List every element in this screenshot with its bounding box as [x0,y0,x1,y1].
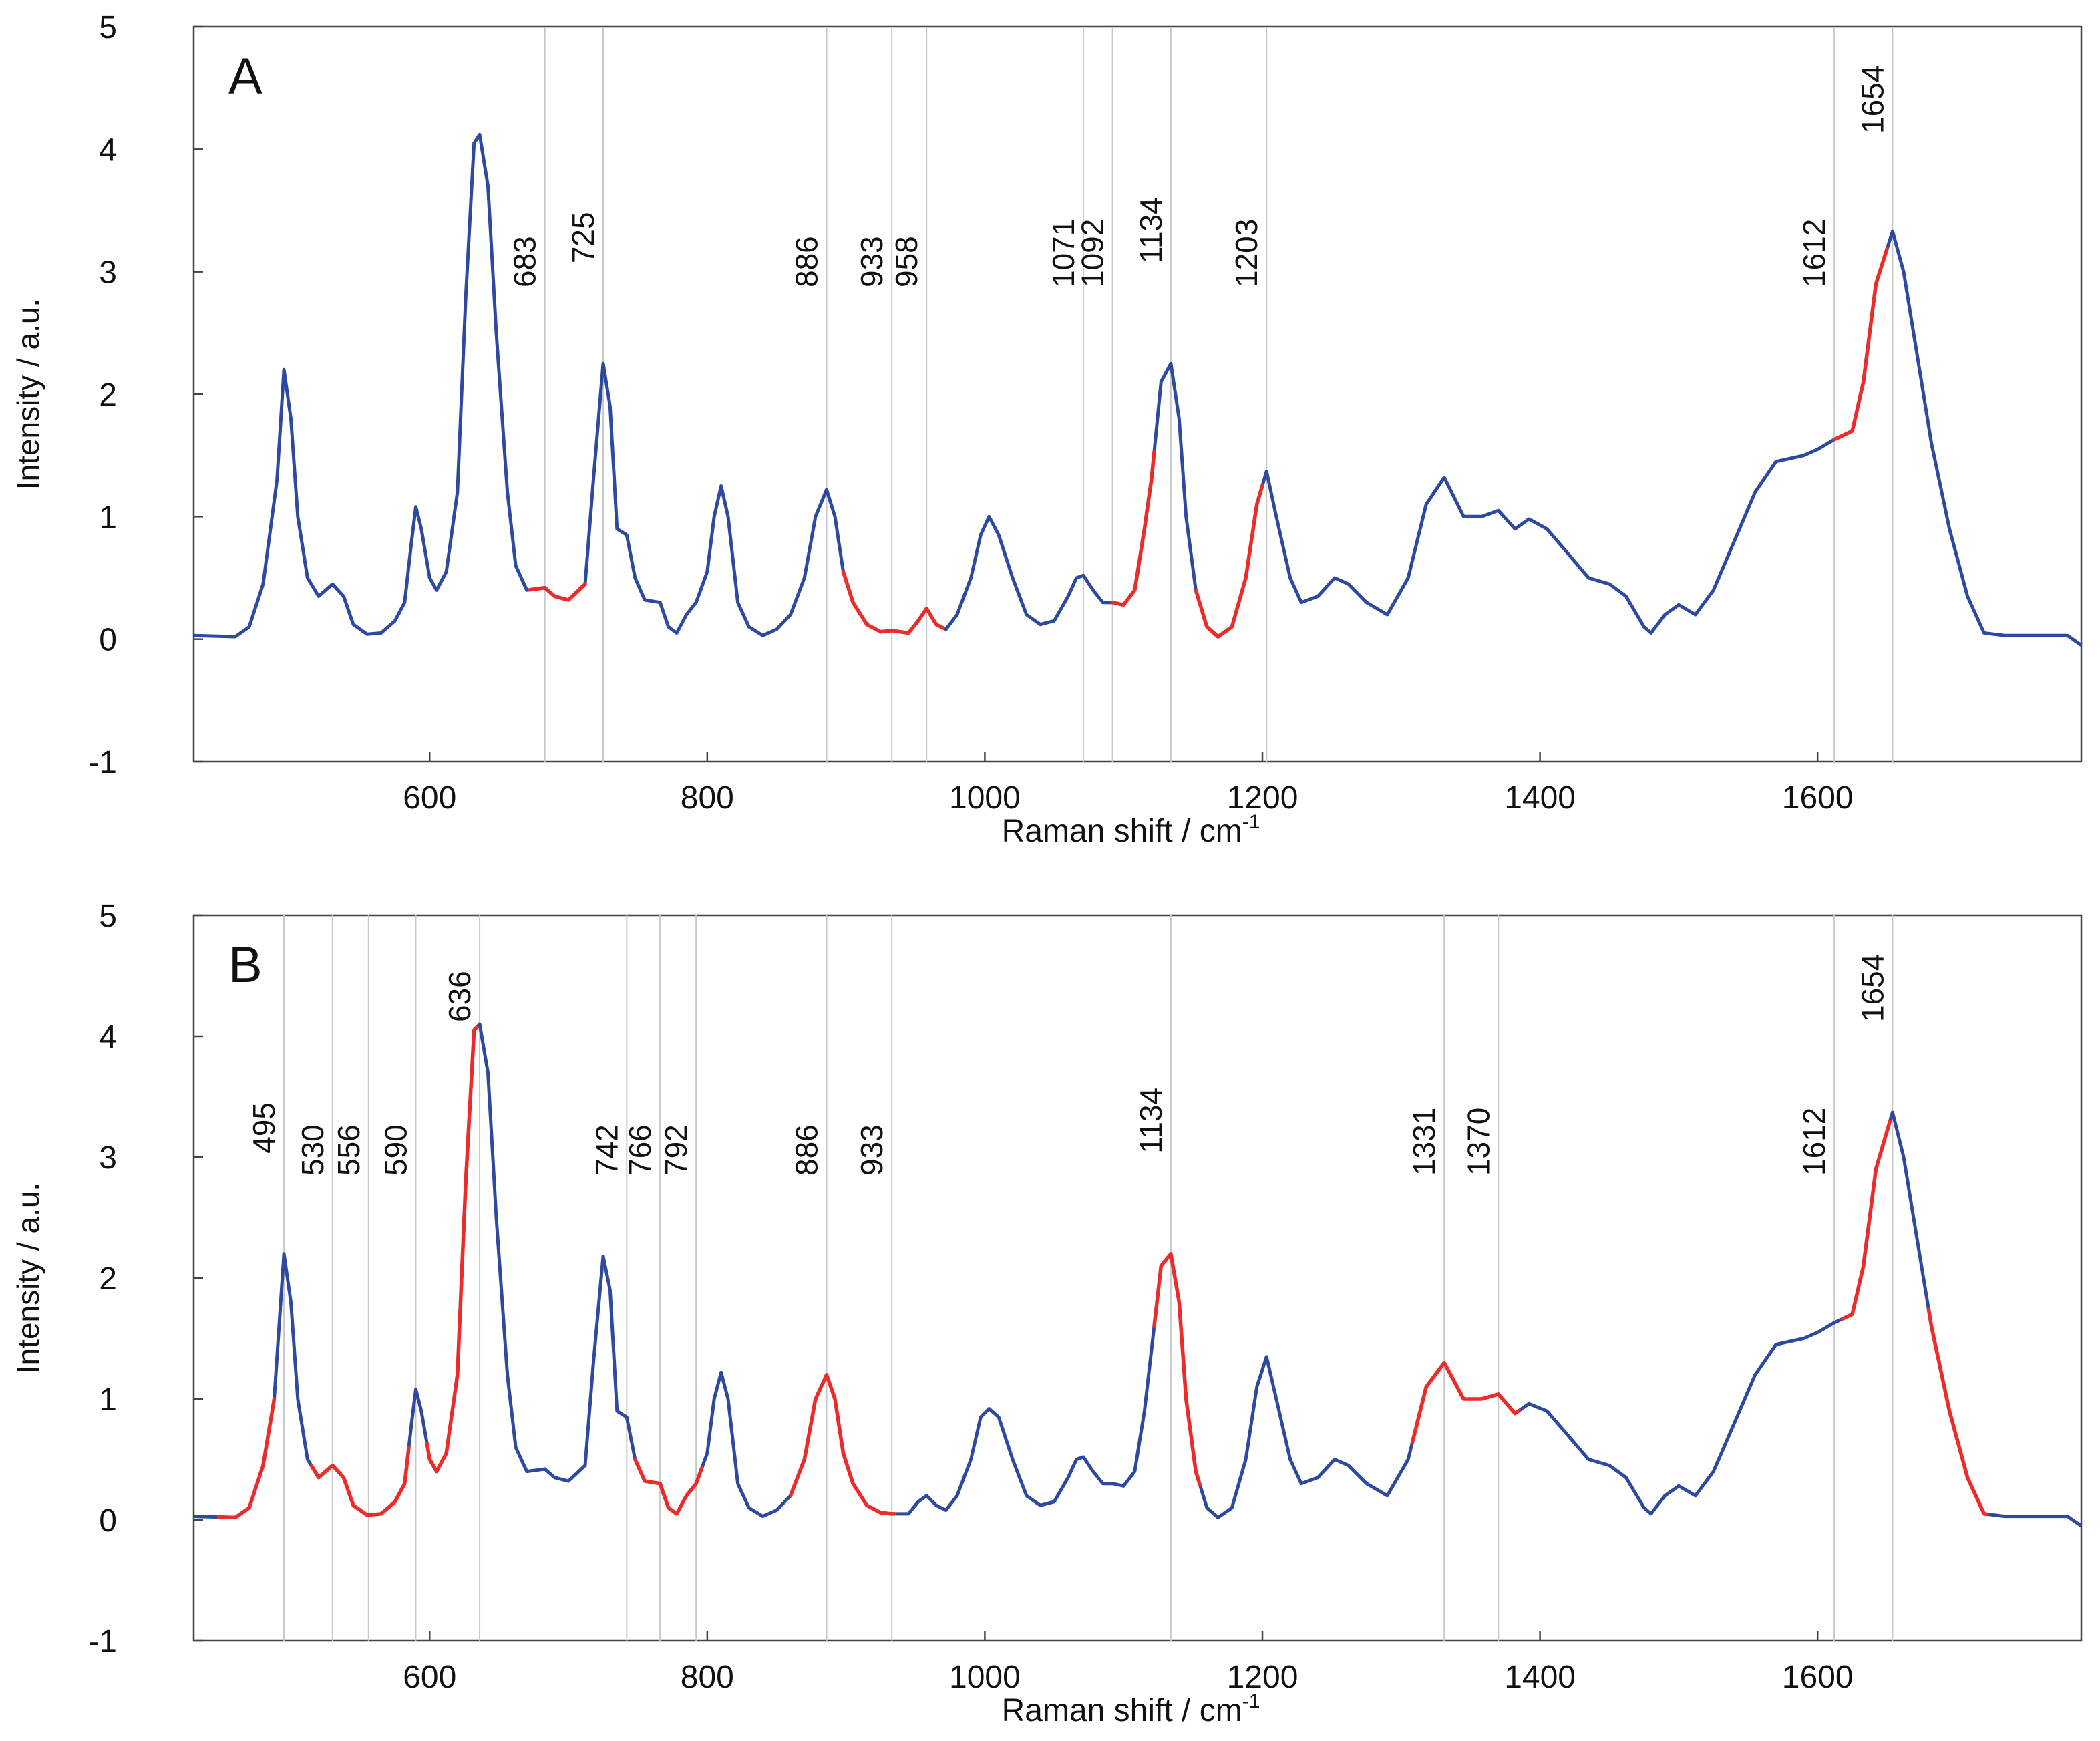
highlight-segment [528,582,587,602]
x-tick-label: 1000 [949,1659,1021,1695]
y-tick-label: -1 [88,745,117,780]
peak-label: 792 [659,1124,693,1176]
highlight-segment [1410,1360,1522,1445]
peak-label: 1092 [1075,219,1110,287]
y-tick-label: 2 [99,1261,117,1297]
peak-label: 683 [508,236,542,287]
highlight-segment [1840,1120,1892,1321]
peak-label: 958 [889,236,924,287]
peak-label: 766 [623,1124,657,1176]
peak-label: 886 [790,236,824,287]
peak-label: 495 [246,1102,281,1154]
peak-label: 1203 [1229,219,1264,287]
y-tick-label: 4 [99,132,117,168]
y-tick-label: 3 [99,1140,117,1176]
y-tick-label: 0 [99,623,117,658]
x-tick-label: 800 [681,780,734,816]
x-tick-label: 800 [681,1659,734,1695]
peak-label: 590 [378,1124,413,1176]
highlight-segment [216,1397,277,1520]
highlight-segment [1110,450,1156,607]
x-tick-label: 1400 [1504,780,1576,816]
x-tick-label: 1200 [1227,1659,1298,1695]
highlight-segment [1832,247,1889,442]
x-tick-label: 1000 [949,780,1021,816]
peak-label: 1134 [1133,197,1168,263]
y-tick-label: 1 [99,500,117,535]
peak-label: 1612 [1797,219,1831,287]
spectrum-line [193,132,2083,647]
x-axis-title-superscript: -1 [1242,1690,1260,1712]
peak-label: 1071 [1046,219,1081,287]
highlight-segment [1926,1307,1989,1517]
highlight-segment [633,1457,704,1516]
x-tick-label: 600 [403,1659,456,1695]
highlight-segment [425,1025,479,1474]
highlight-segment [1152,1252,1202,1487]
x-axis-title-text: Raman shift / cm [1002,1693,1242,1728]
x-axis-title-superscript: -1 [1242,811,1260,833]
y-tick-label: -1 [88,1624,117,1659]
peak-label: 1612 [1797,1108,1831,1176]
peak-label: 933 [854,236,889,287]
peak-label: 1654 [1855,954,1890,1022]
highlight-segment [841,570,945,635]
x-tick-label: 1200 [1227,780,1298,816]
y-tick-label: 0 [99,1503,117,1539]
peak-label: 556 [331,1124,366,1176]
panel-label: B [228,937,262,993]
peak-label: 886 [790,1124,824,1176]
peak-label: 1654 [1855,65,1890,134]
x-axis-title: Raman shift / cm-1 [1002,811,1260,849]
highlight-segment [788,1373,897,1516]
x-tick-label: 1600 [1782,780,1854,816]
peak-label: 530 [295,1124,330,1176]
panel-label: A [228,48,262,105]
peak-label: 933 [854,1124,889,1176]
plot-frame [192,914,2083,1642]
y-tick-label: 5 [99,10,117,45]
peak-label: 1134 [1133,1088,1168,1154]
x-tick-label: 1400 [1504,1659,1576,1695]
highlight-segment [309,1445,411,1517]
y-tick-label: 2 [99,377,117,413]
peak-label: 742 [589,1124,624,1176]
peak-label: 1331 [1407,1108,1441,1176]
peak-label: 636 [442,971,477,1022]
y-tick-label: 1 [99,1382,117,1418]
x-axis-title: Raman shift / cm-1 [1002,1690,1260,1728]
y-axis-title: Intensity / a.u. [11,1182,45,1374]
x-axis-title-text: Raman shift / cm [1002,814,1242,849]
peak-label: 725 [566,212,600,263]
y-tick-label: 5 [99,899,117,934]
peak-label: 1370 [1461,1108,1496,1176]
y-tick-label: 3 [99,255,117,291]
highlight-segment [1194,483,1264,639]
x-tick-label: 1600 [1782,1659,1854,1695]
x-tick-label: 600 [403,780,456,816]
y-tick-label: 4 [99,1019,117,1055]
y-axis-title: Intensity / a.u. [11,299,45,490]
